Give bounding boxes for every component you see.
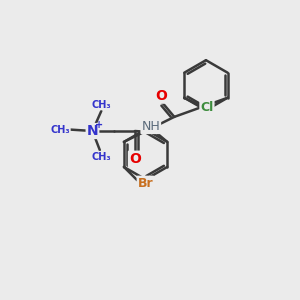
- Text: CH₃: CH₃: [92, 152, 111, 162]
- Text: Br: Br: [138, 177, 153, 190]
- Text: O: O: [155, 89, 167, 103]
- Text: Cl: Cl: [200, 101, 214, 114]
- Text: N: N: [87, 124, 98, 138]
- Text: CH₃: CH₃: [92, 100, 111, 110]
- Text: +: +: [95, 119, 103, 130]
- Text: O: O: [129, 152, 141, 166]
- Text: CH₃: CH₃: [50, 124, 70, 134]
- Text: NH: NH: [141, 120, 160, 133]
